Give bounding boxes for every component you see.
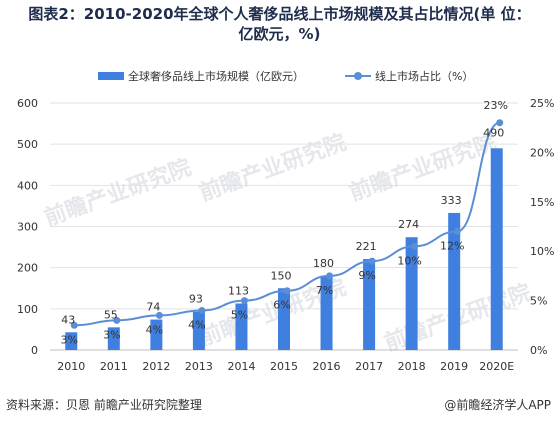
bar-value-label: 333 <box>441 194 462 207</box>
bar-value-label: 113 <box>228 284 249 297</box>
x-tick-label: 2011 <box>100 360 128 373</box>
bar <box>490 148 503 350</box>
bar <box>65 332 78 350</box>
bar <box>192 311 205 350</box>
bar <box>150 319 163 350</box>
share-point <box>155 311 163 319</box>
y-left-tick-label: 500 <box>17 138 38 151</box>
share-line <box>74 121 501 327</box>
share-value-label: 7% <box>316 284 333 297</box>
bar <box>278 288 290 350</box>
bar <box>107 327 120 350</box>
y-right-tick-label: 25% <box>530 97 554 110</box>
source-note: 资料来源：贝恩 前瞻产业研究院整理 <box>6 398 202 412</box>
legend-item-online-share: 线上市场占比（%） <box>345 68 473 84</box>
bar-value-label: 180 <box>313 257 334 270</box>
x-tick-label: 2010 <box>57 360 85 373</box>
bar-value-label: 93 <box>189 293 203 306</box>
credit-note: @前瞻经济学人APP <box>444 398 551 412</box>
x-tick-label: 2012 <box>142 360 170 373</box>
share-point <box>453 227 461 235</box>
chart-title: 图表2：2010-2020年全球个人奢侈品线上市场规模及其占比情况(单 位： 亿… <box>0 4 559 44</box>
bar <box>235 303 248 350</box>
bar-value-label: 43 <box>61 313 75 326</box>
share-point <box>70 321 78 329</box>
share-value-label: 12% <box>440 239 464 252</box>
bar-value-label: 221 <box>356 240 377 253</box>
y-right-tick-label: 0% <box>530 344 547 357</box>
legend-label-market-size: 全球奢侈品线上市场规模（亿欧元） <box>128 70 304 83</box>
share-point <box>113 316 121 324</box>
x-tick-label: 2020E <box>479 360 514 373</box>
y-left-tick-label: 200 <box>17 262 38 275</box>
bar-value-label: 490 <box>483 126 504 139</box>
x-tick-label: 2019 <box>440 360 468 373</box>
share-point <box>326 272 334 280</box>
y-left-tick-label: 0 <box>31 344 38 357</box>
x-tick-label: 2015 <box>270 360 298 373</box>
y-right-tick-label: 20% <box>530 146 554 159</box>
legend-bar-swatch <box>98 72 124 80</box>
bar-value-label: 274 <box>398 218 419 231</box>
x-tick-label: 2016 <box>313 360 341 373</box>
share-value-label: 9% <box>358 269 375 282</box>
share-point <box>283 287 291 295</box>
x-tick-label: 2013 <box>185 360 213 373</box>
y-left-tick-label: 300 <box>17 221 38 234</box>
chart-title-line-2: 亿欧元，%) <box>238 25 321 43</box>
share-point <box>368 257 376 265</box>
legend-item-market-size: 全球奢侈品线上市场规模（亿欧元） <box>98 68 304 84</box>
share-point <box>240 297 248 305</box>
bar <box>320 275 333 350</box>
x-tick-label: 2017 <box>355 360 383 373</box>
bar <box>363 259 376 350</box>
chart-title-line-1: 图表2：2010-2020年全球个人奢侈品线上市场规模及其占比情况(单 位： <box>28 5 531 23</box>
share-value-label: 3% <box>61 333 78 346</box>
bar <box>405 237 418 350</box>
y-right-tick-label: 10% <box>530 245 554 258</box>
x-tick-label: 2018 <box>398 360 426 373</box>
legend-line-swatch <box>345 71 371 81</box>
bar-value-label: 150 <box>271 269 292 282</box>
y-left-tick-label: 100 <box>17 303 38 316</box>
bar-value-label: 55 <box>104 308 118 321</box>
share-value-label: 5% <box>231 309 248 322</box>
legend-label-online-share: 线上市场占比（%） <box>375 70 474 83</box>
share-value-label: 23% <box>484 99 508 112</box>
share-value-label: 10% <box>397 254 421 267</box>
share-value-label: 4% <box>146 323 163 336</box>
y-left-tick-label: 400 <box>17 179 38 192</box>
y-left-tick-label: 600 <box>17 97 38 110</box>
y-right-tick-label: 15% <box>530 196 554 209</box>
bar <box>448 212 461 350</box>
chart-footer: 资料来源：贝恩 前瞻产业研究院整理 @前瞻经济学人APP <box>0 396 559 414</box>
share-point <box>411 242 419 250</box>
share-value-label: 3% <box>103 328 120 341</box>
chart-legend: 全球奢侈品线上市场规模（亿欧元） 线上市场占比（%） <box>0 68 559 84</box>
share-point <box>198 306 206 314</box>
share-point <box>496 119 504 127</box>
share-value-label: 4% <box>188 318 205 331</box>
bar-value-label: 74 <box>146 301 160 314</box>
share-value-label: 6% <box>273 299 290 312</box>
y-right-tick-label: 5% <box>530 295 547 308</box>
x-tick-label: 2014 <box>227 360 255 373</box>
